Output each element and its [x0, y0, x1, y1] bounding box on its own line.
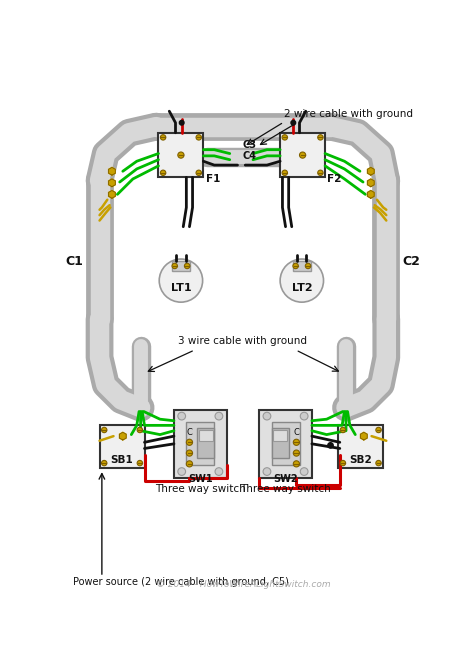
Bar [186, 422, 214, 466]
Circle shape [305, 263, 311, 269]
Circle shape [318, 135, 323, 140]
Circle shape [159, 259, 202, 302]
Polygon shape [119, 432, 126, 440]
Circle shape [160, 170, 166, 176]
Text: C: C [186, 427, 192, 437]
Circle shape [186, 461, 192, 467]
Circle shape [196, 170, 201, 176]
Polygon shape [367, 179, 374, 187]
Circle shape [282, 135, 288, 140]
Text: SW2: SW2 [273, 474, 298, 484]
Polygon shape [367, 168, 374, 175]
Polygon shape [109, 179, 115, 187]
Circle shape [179, 121, 184, 125]
Circle shape [293, 450, 300, 456]
Text: C4: C4 [242, 151, 256, 161]
Circle shape [101, 460, 107, 466]
Circle shape [178, 152, 184, 158]
Text: LT1: LT1 [171, 283, 191, 293]
Circle shape [178, 412, 186, 420]
Circle shape [172, 263, 177, 269]
Circle shape [160, 135, 166, 140]
Circle shape [340, 460, 346, 466]
Text: Three way switch: Three way switch [240, 484, 331, 494]
Circle shape [293, 440, 300, 446]
Circle shape [300, 152, 306, 158]
Text: Power source (2 wire cable with ground, C5): Power source (2 wire cable with ground, … [73, 577, 289, 587]
Text: C2: C2 [402, 255, 420, 268]
Circle shape [101, 427, 107, 433]
Circle shape [178, 468, 186, 476]
Bar [259, 410, 312, 478]
Circle shape [215, 468, 223, 476]
Circle shape [280, 259, 324, 302]
Circle shape [340, 427, 346, 433]
Circle shape [186, 450, 192, 456]
Text: 2 wire cable with ground: 2 wire cable with ground [284, 109, 413, 119]
Bar [197, 428, 214, 458]
Polygon shape [109, 190, 115, 198]
Bar [174, 410, 227, 478]
Text: LT2: LT2 [292, 283, 312, 293]
Polygon shape [367, 190, 374, 198]
Text: F1: F1 [206, 174, 220, 184]
Bar [338, 425, 383, 468]
Circle shape [263, 412, 271, 420]
Circle shape [184, 263, 190, 269]
Bar [273, 430, 287, 441]
Circle shape [300, 468, 308, 476]
Polygon shape [360, 432, 367, 440]
Text: SB2: SB2 [349, 455, 372, 465]
Text: C3: C3 [242, 140, 256, 150]
Bar [280, 133, 325, 178]
Circle shape [215, 412, 223, 420]
Bar [272, 428, 289, 458]
Circle shape [300, 412, 308, 420]
Circle shape [186, 440, 192, 446]
Bar [199, 430, 213, 441]
Bar [292, 261, 311, 271]
Text: SW1: SW1 [188, 474, 213, 484]
Circle shape [137, 460, 143, 466]
Circle shape [376, 460, 381, 466]
Circle shape [318, 170, 323, 176]
Text: Three way switch: Three way switch [155, 484, 246, 494]
Circle shape [137, 427, 143, 433]
Circle shape [263, 468, 271, 476]
Bar [158, 133, 203, 178]
Text: C: C [293, 427, 300, 437]
Circle shape [291, 121, 296, 125]
Text: C1: C1 [66, 255, 84, 268]
Circle shape [293, 263, 298, 269]
Circle shape [328, 443, 333, 448]
Circle shape [293, 461, 300, 467]
Bar [100, 425, 145, 468]
Circle shape [376, 427, 381, 433]
Circle shape [196, 135, 201, 140]
Polygon shape [109, 168, 115, 175]
Bar [172, 261, 190, 271]
Circle shape [282, 170, 288, 176]
Bar [272, 422, 300, 466]
Text: F2: F2 [328, 174, 342, 184]
Text: SB1: SB1 [110, 455, 133, 465]
Text: © 2014 - HowToWireALightSwitch.com: © 2014 - HowToWireALightSwitch.com [155, 580, 330, 589]
Text: 3 wire cable with ground: 3 wire cable with ground [178, 336, 308, 346]
